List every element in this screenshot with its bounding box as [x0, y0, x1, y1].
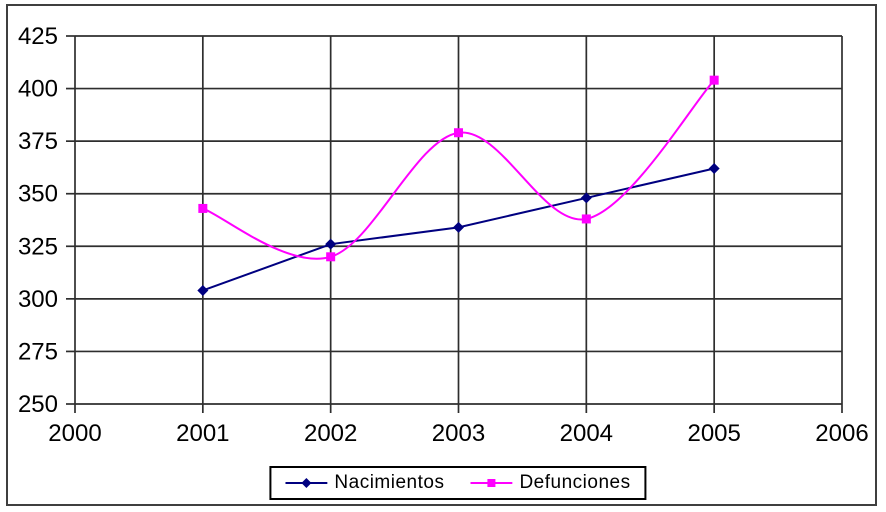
x-tick-label: 2006 [815, 420, 868, 447]
y-tick-label: 425 [18, 23, 58, 50]
legend-key-svg [285, 478, 328, 488]
legend-label-nacimientos: Nacimientos [334, 472, 445, 493]
x-tick-label: 2002 [304, 420, 357, 447]
data-point-defunciones [709, 75, 719, 85]
y-tick-label: 250 [18, 391, 58, 418]
defunciones-line-square-icon [470, 476, 513, 490]
y-tick-label: 400 [18, 76, 58, 103]
data-point-nacimientos [580, 192, 592, 204]
data-point-nacimientos [453, 221, 464, 233]
x-tick-label: 2003 [432, 420, 485, 447]
legend-key-svg [470, 479, 513, 487]
data-point-nacimientos [325, 238, 337, 250]
legend-item-defunciones: Defunciones [470, 472, 630, 494]
y-tick-label: 275 [18, 338, 58, 365]
legend: Nacimientos Defunciones [269, 466, 647, 500]
x-tick-label: 2001 [176, 420, 229, 447]
data-point-defunciones [581, 214, 591, 224]
data-point-defunciones [454, 128, 463, 138]
data-point-nacimientos [708, 162, 720, 174]
nacimientos-line-diamond-icon [285, 476, 328, 490]
y-tick-label: 350 [18, 181, 58, 208]
x-tick-label: 2005 [687, 420, 740, 447]
data-point-nacimientos [197, 284, 209, 296]
data-point-defunciones [198, 203, 208, 213]
y-tick-label: 375 [18, 128, 58, 155]
x-tick-label: 2000 [48, 420, 101, 447]
y-tick-label: 300 [18, 286, 58, 313]
data-point-defunciones [326, 252, 336, 262]
y-tick-label: 325 [18, 233, 58, 260]
legend-label-defunciones: Defunciones [519, 472, 631, 493]
legend-item-nacimientos: Nacimientos [285, 472, 444, 494]
x-tick-label: 2004 [560, 420, 613, 447]
